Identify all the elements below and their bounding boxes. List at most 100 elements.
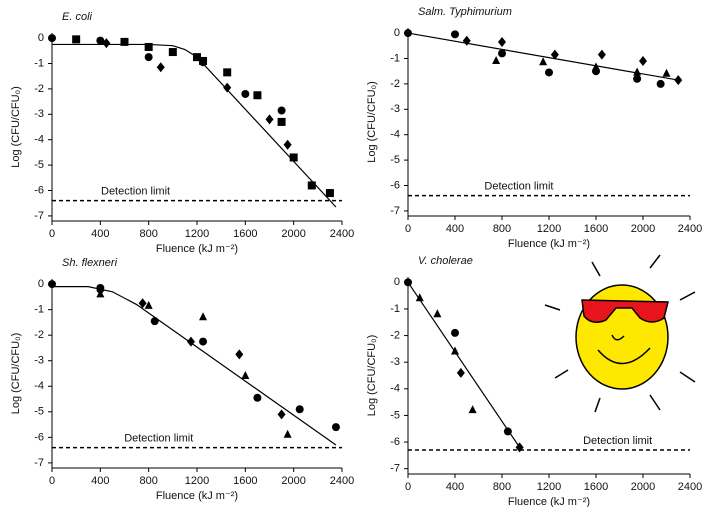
x-tick-label: 1200 bbox=[537, 481, 561, 493]
x-tick-label: 400 bbox=[91, 228, 109, 240]
data-point bbox=[223, 82, 232, 93]
data-point bbox=[550, 49, 559, 60]
sun-illustration bbox=[544, 254, 696, 413]
sun-ray bbox=[679, 371, 696, 383]
data-point bbox=[144, 53, 153, 62]
data-point bbox=[283, 429, 292, 438]
x-tick-label: 2000 bbox=[631, 481, 655, 493]
y-tick-label: -3 bbox=[34, 108, 44, 120]
data-point bbox=[515, 442, 524, 453]
data-point bbox=[404, 278, 412, 287]
data-point bbox=[433, 309, 442, 318]
chart-title: E. coli bbox=[62, 11, 93, 23]
sun-ray bbox=[591, 261, 601, 277]
data-point bbox=[633, 67, 642, 76]
y-tick-label: -5 bbox=[34, 159, 44, 171]
detection-limit-label: Detection limit bbox=[124, 432, 193, 444]
y-tick-label: -5 bbox=[34, 406, 44, 418]
data-point bbox=[451, 30, 459, 39]
data-point bbox=[307, 181, 316, 190]
data-point bbox=[539, 57, 548, 66]
data-point bbox=[150, 317, 159, 326]
data-point bbox=[144, 42, 153, 51]
x-tick-label: 400 bbox=[446, 223, 464, 235]
x-axis-label: Fluence (kJ m⁻²) bbox=[156, 490, 238, 502]
data-point bbox=[235, 349, 244, 360]
data-point bbox=[72, 35, 81, 44]
sun-ray bbox=[544, 304, 561, 311]
data-point bbox=[404, 29, 412, 38]
data-point bbox=[415, 293, 424, 302]
sun-ray bbox=[679, 291, 696, 301]
x-tick-label: 800 bbox=[493, 481, 511, 493]
x-tick-label: 1200 bbox=[185, 228, 209, 240]
x-axis-label: Fluence (kJ m⁻²) bbox=[508, 496, 590, 507]
data-point bbox=[199, 56, 208, 65]
data-point bbox=[265, 114, 274, 125]
data-point bbox=[492, 56, 501, 65]
x-tick-label: 400 bbox=[446, 481, 464, 493]
data-point bbox=[456, 367, 465, 378]
x-tick-label: 400 bbox=[91, 475, 109, 487]
fit-line bbox=[407, 32, 679, 81]
chart-title: Sh. flexneri bbox=[62, 257, 118, 269]
data-point bbox=[96, 285, 105, 296]
chart-title: V. cholerae bbox=[418, 255, 473, 267]
x-tick-label: 800 bbox=[139, 475, 157, 487]
x-tick-label: 800 bbox=[139, 228, 157, 240]
data-point bbox=[277, 409, 286, 420]
data-point bbox=[193, 53, 201, 62]
x-tick-label: 1200 bbox=[537, 223, 561, 235]
y-tick-label: -1 bbox=[390, 303, 400, 315]
y-tick-label: -4 bbox=[390, 383, 400, 395]
y-tick-label: 0 bbox=[38, 32, 44, 44]
data-point bbox=[639, 56, 647, 67]
data-point bbox=[199, 337, 208, 346]
data-point bbox=[289, 153, 298, 162]
data-point bbox=[241, 371, 250, 380]
x-tick-label: 2400 bbox=[330, 475, 354, 487]
x-tick-label: 1600 bbox=[233, 475, 257, 487]
data-point bbox=[592, 62, 600, 71]
x-tick-label: 1600 bbox=[584, 223, 608, 235]
data-point bbox=[199, 312, 208, 321]
sun-ray bbox=[649, 254, 661, 269]
data-point bbox=[283, 139, 292, 150]
data-point bbox=[277, 117, 286, 126]
x-tick-label: 800 bbox=[493, 223, 511, 235]
detection-limit-label: Detection limit bbox=[484, 181, 553, 193]
x-tick-label: 1200 bbox=[185, 475, 209, 487]
fit-line bbox=[52, 286, 337, 446]
y-tick-label: -2 bbox=[34, 329, 44, 341]
y-tick-label: -7 bbox=[34, 210, 44, 222]
y-tick-label: -5 bbox=[390, 154, 400, 166]
x-tick-label: 2400 bbox=[330, 228, 354, 240]
y-tick-label: -4 bbox=[34, 134, 44, 146]
x-tick-label: 2400 bbox=[678, 223, 702, 235]
y-axis-label: Log (CFU/CFU₀) bbox=[10, 86, 22, 168]
y-axis-label: Log (CFU/CFU₀) bbox=[366, 335, 378, 417]
data-point bbox=[545, 68, 553, 77]
y-tick-label: -2 bbox=[390, 78, 400, 90]
x-tick-label: 2000 bbox=[281, 228, 305, 240]
y-tick-label: -2 bbox=[390, 329, 400, 341]
data-point bbox=[253, 393, 262, 402]
nose bbox=[611, 334, 625, 341]
x-tick-label: 2400 bbox=[678, 481, 702, 493]
x-tick-label: 2000 bbox=[281, 475, 305, 487]
sunglasses bbox=[581, 299, 669, 323]
y-tick-label: 0 bbox=[394, 27, 400, 39]
x-tick-label: 0 bbox=[49, 475, 55, 487]
sun-ray bbox=[594, 397, 601, 413]
data-point bbox=[138, 298, 147, 309]
sun-ray bbox=[649, 394, 661, 411]
data-point bbox=[331, 423, 340, 432]
x-tick-label: 1600 bbox=[584, 481, 608, 493]
fit-line bbox=[52, 43, 337, 208]
data-point bbox=[144, 300, 153, 309]
data-point bbox=[451, 328, 459, 337]
smile bbox=[597, 347, 651, 365]
data-point bbox=[168, 48, 177, 57]
